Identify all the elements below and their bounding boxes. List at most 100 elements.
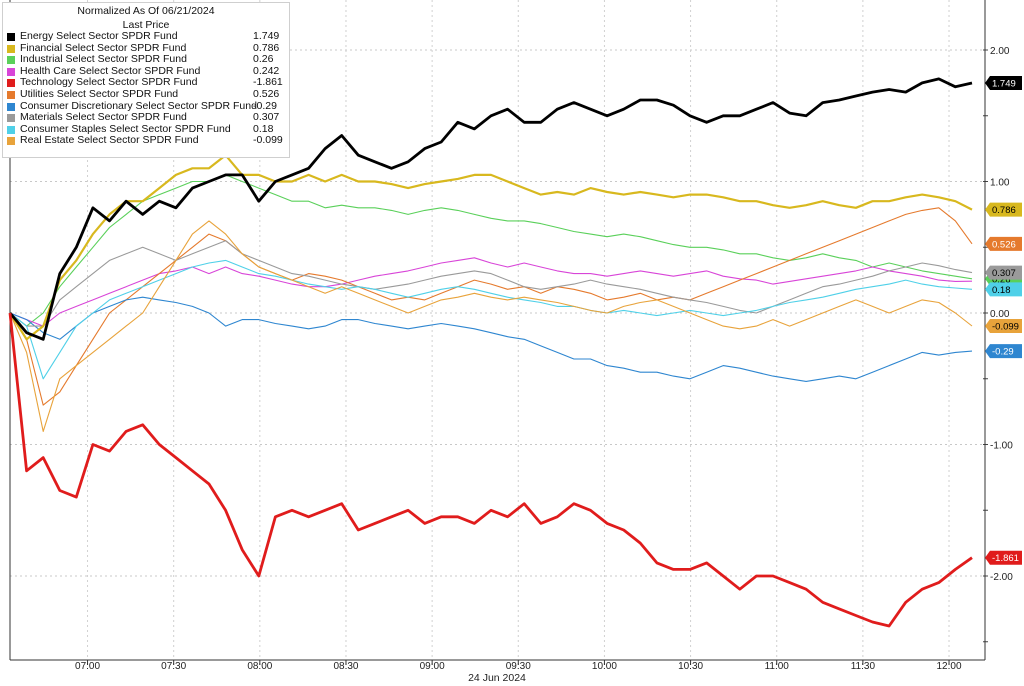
legend: Normalized As Of 06/21/2024 Last Price E… <box>2 2 290 158</box>
legend-series-name: Consumer Staples Select Sector SPDR Fund <box>20 122 231 135</box>
y-tick-label: 1.00 <box>990 178 1010 189</box>
series-line <box>9 259 973 380</box>
legend-item: Energy Select Sector SPDR Fund 1.749 <box>3 30 289 43</box>
last-value-badge: -0.099 <box>985 319 1022 334</box>
series-line <box>9 154 973 341</box>
series-line <box>9 296 973 382</box>
x-axis-title: 24 Jun 2024 <box>468 672 526 684</box>
legend-swatch <box>7 114 15 123</box>
x-tick-label: 07:00 <box>75 661 100 672</box>
x-tick-label: 11:00 <box>765 661 790 672</box>
x-tick-label: 08:00 <box>247 661 272 672</box>
y-tick-label: 2.00 <box>990 46 1010 57</box>
legend-last-value: 0.26 <box>253 53 274 66</box>
legend-last-value: 0.18 <box>253 122 274 135</box>
legend-swatch <box>7 137 15 146</box>
legend-item: Health Care Select Sector SPDR Fund 0.242 <box>3 64 289 78</box>
legend-last-value: -1.861 <box>253 76 283 89</box>
x-tick-label: 10:00 <box>592 661 617 672</box>
legend-last-value: 0.786 <box>253 41 280 54</box>
legend-series-name: Utilities Select Sector SPDR Fund <box>20 87 179 100</box>
last-value-badge: 1.749 <box>985 76 1022 91</box>
legend-swatch <box>7 125 15 134</box>
legend-swatch <box>7 44 15 53</box>
series-lines <box>8 77 973 628</box>
legend-swatch <box>7 79 15 88</box>
legend-item: Technology Select Sector SPDR Fund -1.861 <box>3 77 289 89</box>
badge-label: 0.18 <box>992 285 1011 296</box>
legend-last-value: 1.749 <box>253 30 280 42</box>
x-tick-label: 08:30 <box>333 661 358 672</box>
legend-series-name: Real Estate Select Sector SPDR Fund <box>20 134 199 147</box>
x-tick-label: 09:00 <box>420 661 445 672</box>
last-value-badge: -0.29 <box>985 344 1022 359</box>
legend-last-value: 0.307 <box>253 111 280 124</box>
x-tick-label: 10:30 <box>678 661 703 672</box>
legend-series-name: Technology Select Sector SPDR Fund <box>20 76 198 89</box>
legend-swatch <box>7 56 15 65</box>
badge-label: -0.099 <box>992 322 1019 333</box>
y-tick-label: -2.00 <box>990 572 1013 583</box>
badge-shape <box>985 344 1022 359</box>
x-tick-label: 07:30 <box>161 661 186 672</box>
legend-last-value: -0.29 <box>253 99 277 112</box>
y-tick-label: 0.00 <box>990 309 1010 320</box>
series-line <box>8 312 973 628</box>
legend-series-name: Materials Select Sector SPDR Fund <box>20 111 187 124</box>
last-value-badges: 1.749 0.786 0.26 -1.861 0.526 -0.29 0.307 0.18 -… <box>985 76 1022 565</box>
badge-label: 1.749 <box>992 79 1016 90</box>
badge-label: -0.29 <box>992 347 1014 358</box>
x-tick-marks <box>87 660 950 665</box>
legend-series-name: Energy Select Sector SPDR Fund <box>20 30 178 42</box>
badge-label: 0.526 <box>992 239 1016 250</box>
badge-label: 0.26 <box>992 274 1011 285</box>
last-value-badge: 0.526 <box>985 236 1022 251</box>
legend-last-value: 0.242 <box>253 64 280 77</box>
series-line <box>9 207 973 406</box>
badge-label: 0.786 <box>992 205 1016 216</box>
last-value-badge: -1.861 <box>985 550 1022 565</box>
legend-subheader: Last Price <box>122 19 170 31</box>
badge-shape <box>985 282 1022 297</box>
legend-swatch <box>7 90 15 99</box>
series-line <box>8 77 973 341</box>
series-line <box>9 240 973 327</box>
series-line <box>9 257 973 327</box>
legend-series-name: Health Care Select Sector SPDR Fund <box>20 64 201 77</box>
last-value-badge: 0.307 <box>985 265 1022 280</box>
legend-series-name: Financial Select Sector SPDR Fund <box>20 41 187 54</box>
legend-item: Materials Select Sector SPDR Fund 0.307 <box>3 112 289 124</box>
badge-shape <box>985 319 1022 334</box>
legend-swatch <box>7 67 15 76</box>
series-line <box>9 220 973 432</box>
x-tick-label: 12:00 <box>937 661 962 672</box>
badge-shape <box>985 202 1022 217</box>
x-tick-label: 09:30 <box>506 661 531 672</box>
badge-shape <box>985 236 1022 251</box>
badge-label: 0.307 <box>992 268 1016 279</box>
legend-last-value: 0.526 <box>253 87 280 100</box>
badge-shape <box>985 76 1022 91</box>
last-value-badge: 0.786 <box>985 202 1022 217</box>
legend-swatch <box>7 102 15 111</box>
y-tick-label: -1.00 <box>990 441 1013 452</box>
legend-swatch <box>7 33 15 41</box>
series-line <box>9 174 973 327</box>
x-axis-labels: 07:00 07:30 08:00 08:30 09:00 09:30 10:00 10:30… <box>75 661 962 672</box>
legend-item: Financial Select Sector SPDR Fund 0.786 <box>3 41 289 55</box>
legend-header: Normalized As Of 06/21/2024 <box>77 5 215 17</box>
legend-series-name: Consumer Discretionary Select Sector SPD… <box>20 99 257 112</box>
badge-shape <box>985 550 1022 565</box>
legend-series-name: Industrial Select Sector SPDR Fund <box>20 53 187 66</box>
legend-item: Consumer Staples Select Sector SPDR Fund… <box>3 122 289 136</box>
legend-item: Industrial Select Sector SPDR Fund 0.26 <box>3 54 289 66</box>
legend-item: Utilities Select Sector SPDR Fund 0.526 <box>3 87 289 101</box>
legend-last-value: -0.099 <box>253 134 283 147</box>
x-tick-label: 11:30 <box>851 661 876 672</box>
last-value-badge: 0.18 <box>985 282 1022 297</box>
legend-item: Consumer Discretionary Select Sector SPD… <box>3 99 289 113</box>
badge-shape <box>985 265 1022 280</box>
legend-item: Real Estate Select Sector SPDR Fund -0.09… <box>3 135 289 147</box>
y-axis-labels: 2.00 1.00 0.00 -1.00 -2.00 <box>990 46 1013 583</box>
badge-label: -1.861 <box>992 553 1019 564</box>
